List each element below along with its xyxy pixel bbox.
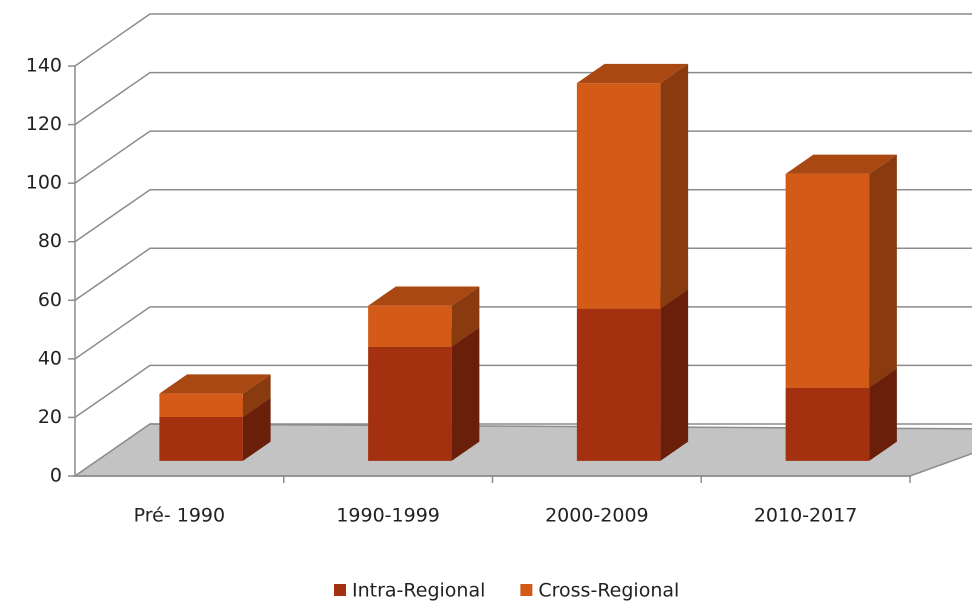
x-tick-label: 2000-2009 xyxy=(545,505,649,527)
bar-top xyxy=(785,154,897,174)
x-tick-label: 1990-1999 xyxy=(336,505,440,527)
bar-side xyxy=(660,289,689,461)
bar-segment xyxy=(576,63,689,309)
bar-side xyxy=(869,368,897,461)
legend-swatch xyxy=(334,584,346,596)
bar-side xyxy=(242,397,271,461)
y-tick-label: 120 xyxy=(26,113,62,135)
grid-line xyxy=(74,130,972,184)
grid-line xyxy=(74,71,972,126)
legend-label: Intra-Regional xyxy=(352,580,485,602)
bar-front xyxy=(159,416,243,461)
bar-side xyxy=(660,63,689,309)
bar-front xyxy=(785,173,870,388)
y-tick-label: 20 xyxy=(38,406,62,428)
grid-line xyxy=(74,247,972,301)
legend-swatch xyxy=(520,584,533,596)
x-tick-label: Pré- 1990 xyxy=(134,505,225,527)
grid-line xyxy=(74,13,972,67)
y-tick-label: 40 xyxy=(38,347,62,369)
grid-line xyxy=(74,188,972,243)
bar-top xyxy=(368,286,480,306)
y-tick-label: 140 xyxy=(26,55,62,77)
bar-front xyxy=(576,83,661,309)
bar-side xyxy=(451,327,480,461)
y-tick-label: 60 xyxy=(38,289,62,311)
legend-label: Cross-Regional xyxy=(538,580,679,602)
bar-side xyxy=(451,286,480,347)
bar-top xyxy=(159,374,271,394)
x-tick-label: 2010-2017 xyxy=(754,505,858,527)
bar-front xyxy=(368,346,452,461)
bar-front xyxy=(159,393,243,417)
bar-segment xyxy=(368,286,480,347)
bar-front xyxy=(785,387,870,461)
bar-segment xyxy=(576,289,689,461)
bar-side xyxy=(869,154,897,388)
bar-segment xyxy=(785,154,897,388)
grid-line xyxy=(74,306,972,360)
y-tick-label: 100 xyxy=(26,172,62,194)
y-tick-label: 0 xyxy=(50,465,62,487)
y-tick-label: 80 xyxy=(38,230,62,252)
bar-front xyxy=(576,308,661,461)
bar-front xyxy=(368,305,452,347)
grid-line xyxy=(74,364,972,419)
bar-segment xyxy=(159,374,271,417)
bar-top xyxy=(576,63,689,84)
bar-segment xyxy=(368,327,480,461)
bar-side xyxy=(242,374,271,417)
